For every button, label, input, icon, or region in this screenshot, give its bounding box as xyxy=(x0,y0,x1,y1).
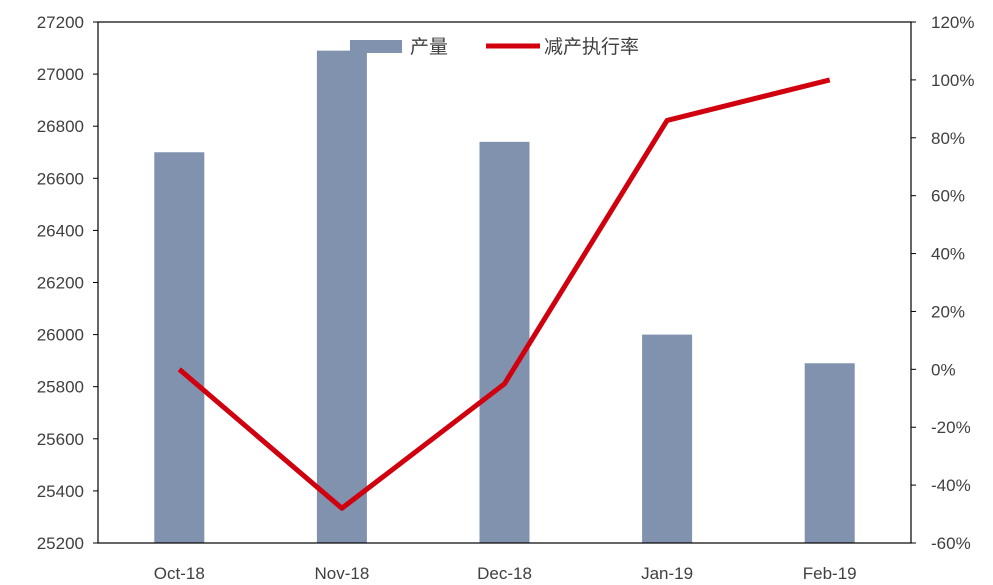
bar-Oct-18 xyxy=(154,152,205,543)
y2-tick--60%: -60% xyxy=(931,534,971,553)
y-tick-25800: 25800 xyxy=(37,378,84,397)
y-tick-26400: 26400 xyxy=(37,221,84,240)
y2-tick-40%: 40% xyxy=(931,245,965,264)
y2-tick-120%: 120% xyxy=(931,13,974,32)
x-tick-Oct-18: Oct-18 xyxy=(154,564,205,583)
y-tick-26600: 26600 xyxy=(37,169,84,188)
y-tick-26200: 26200 xyxy=(37,274,84,293)
y2-tick--20%: -20% xyxy=(931,418,971,437)
y-tick-26000: 26000 xyxy=(37,326,84,345)
line-group xyxy=(177,77,831,511)
bar-group xyxy=(154,50,855,543)
x-tick-Feb-19: Feb-19 xyxy=(803,564,857,583)
y2-tick-20%: 20% xyxy=(931,302,965,321)
x-tick-Nov-18: Nov-18 xyxy=(314,564,369,583)
y-tick-25200: 25200 xyxy=(37,534,84,553)
y2-tick-0%: 0% xyxy=(931,360,956,379)
y-tick-26800: 26800 xyxy=(37,117,84,136)
bar-Nov-18 xyxy=(316,50,367,543)
bar-Dec-18 xyxy=(479,141,530,543)
y2-tick-60%: 60% xyxy=(931,187,965,206)
x-axis: Oct-18 Nov-18 Dec-18 Jan-19 Feb-19 xyxy=(154,564,857,583)
bar-Feb-19 xyxy=(804,363,855,543)
y-tick-25400: 25400 xyxy=(37,482,84,501)
y-tick-27000: 27000 xyxy=(37,65,84,84)
y2-tick--40%: -40% xyxy=(931,476,971,495)
y-axis-right: -60% -40% -20% 0% 20% 40% 60% 80% 100% 120% xyxy=(911,13,974,553)
y-tick-27200: 27200 xyxy=(37,13,84,32)
y2-tick-80%: 80% xyxy=(931,129,965,148)
legend-swatch-bar xyxy=(350,40,402,53)
legend-label-line: 减产执行率 xyxy=(544,36,639,58)
bar-Jan-19 xyxy=(642,334,693,543)
x-tick-Dec-18: Dec-18 xyxy=(477,564,532,583)
y2-tick-100%: 100% xyxy=(931,71,974,90)
x-tick-Jan-19: Jan-19 xyxy=(641,564,693,583)
legend-label-bar: 产量 xyxy=(410,36,448,58)
y-tick-25600: 25600 xyxy=(37,430,84,449)
y-axis-left: 25200 25400 25600 25800 26000 26200 26400 26600… xyxy=(37,13,98,553)
legend: 产量 减产执行率 xyxy=(350,36,639,58)
